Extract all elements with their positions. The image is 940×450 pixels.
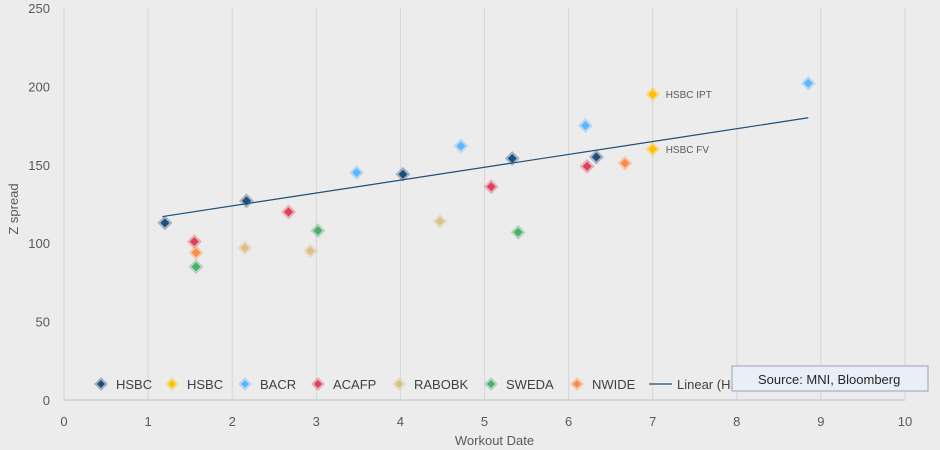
data-point-hsbc-0-2: [395, 166, 411, 182]
legend-label: BACR: [260, 377, 296, 392]
source-text: Source: MNI, Bloomberg: [758, 372, 900, 387]
legend-marker: [94, 377, 108, 391]
source-note: Source: MNI, Bloomberg: [731, 365, 929, 392]
data-point-hsbc-0-1: [238, 193, 254, 209]
data-point-nwide-6-0: [188, 245, 204, 261]
x-tick-label: 3: [313, 414, 320, 429]
x-axis-title: Workout Date: [455, 433, 534, 448]
data-point-acafp-3-3: [579, 158, 595, 174]
point-annotation: HSBC IPT: [666, 90, 712, 101]
data-point-bacr-2-1: [453, 138, 469, 154]
legend-marker: [238, 377, 252, 391]
data-point-nwide-6-1: [617, 155, 633, 171]
data-point-rabobk-4-2: [432, 213, 448, 229]
legend-marker: [165, 377, 179, 391]
x-tick-label: 2: [229, 414, 236, 429]
data-point-sweda-5-0: [188, 259, 204, 275]
data-point-hsbc-1-1: [645, 141, 661, 157]
legend-label: HSBC: [116, 377, 152, 392]
y-tick-label: 100: [28, 236, 50, 251]
point-annotation: HSBC FV: [666, 145, 710, 156]
y-tick-label: 150: [28, 158, 50, 173]
x-tick-label: 6: [565, 414, 572, 429]
data-point-bacr-2-2: [577, 118, 593, 134]
legend-label: RABOBK: [414, 377, 469, 392]
data-point-acafp-3-2: [483, 179, 499, 195]
trendline: [162, 117, 809, 218]
legend-marker: [484, 377, 498, 391]
x-tick-label: 5: [481, 414, 488, 429]
data-point-acafp-3-0: [186, 234, 202, 250]
legend-marker: [311, 377, 325, 391]
x-tick-label: 9: [817, 414, 824, 429]
x-tick-label: 8: [733, 414, 740, 429]
data-point-acafp-3-1: [281, 204, 297, 220]
data-point-hsbc-1-0: [645, 86, 661, 102]
data-point-hsbc-0-4: [588, 149, 604, 165]
x-tick-label: 10: [898, 414, 912, 429]
source-box: [731, 365, 929, 392]
y-tick-label: 200: [28, 79, 50, 94]
legend-marker: [392, 377, 406, 391]
data-point-rabobk-4-0: [237, 240, 253, 256]
y-tick-label: 0: [43, 393, 50, 408]
y-tick-label: 250: [28, 1, 50, 16]
x-tick-label: 0: [60, 414, 67, 429]
data-point-hsbc-0-3: [504, 151, 520, 167]
data-point-sweda-5-1: [310, 223, 326, 239]
trendline-layer: [162, 117, 809, 218]
y-tick-label: 50: [36, 315, 50, 330]
legend-label: SWEDA: [506, 377, 554, 392]
data-point-hsbc-0-0: [157, 215, 173, 231]
annotations: HSBC IPT HSBC FV: [666, 90, 712, 156]
data-point-rabobk-4-1: [302, 243, 318, 259]
data-point-sweda-5-2: [510, 224, 526, 240]
y-axis-title: Z spread: [6, 183, 21, 234]
legend-label: ACAFP: [333, 377, 376, 392]
data-points: [157, 75, 816, 275]
x-tick-label: 4: [397, 414, 404, 429]
legend-label: HSBC: [187, 377, 223, 392]
legend: HSBC HSBC BACR ACAFP RABOBK SWEDA NWIDE Linear …: [94, 377, 762, 392]
data-point-bacr-2-0: [349, 165, 365, 181]
data-point-bacr-2-3: [800, 75, 816, 91]
legend-label: NWIDE: [592, 377, 636, 392]
legend-marker: [570, 377, 584, 391]
x-tick-label: 1: [144, 414, 151, 429]
x-tick-label: 7: [649, 414, 656, 429]
grid-lines: [63, 8, 906, 400]
